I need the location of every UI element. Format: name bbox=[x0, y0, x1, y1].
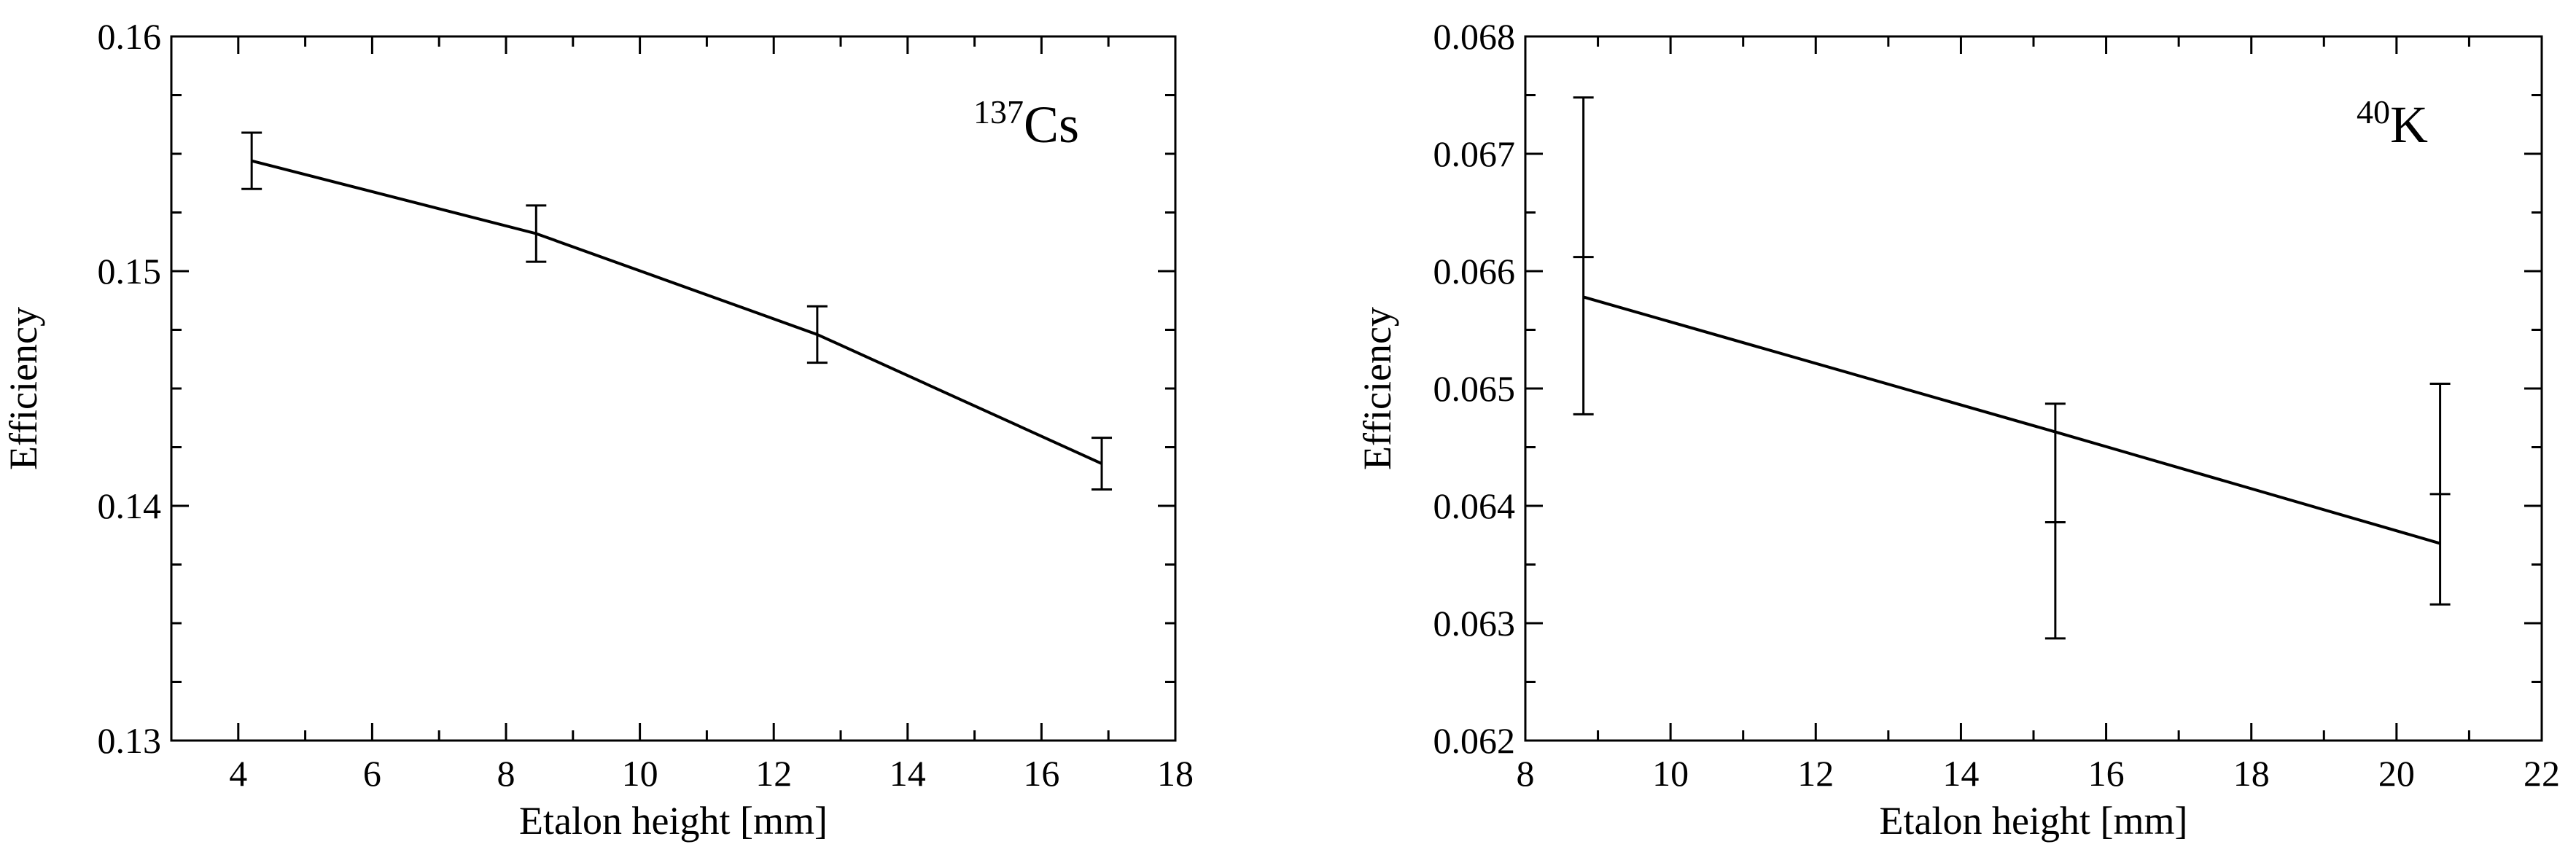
x-tick-label: 10 bbox=[1652, 753, 1689, 794]
x-tick-label: 10 bbox=[622, 753, 658, 794]
plot-frame bbox=[1524, 35, 2543, 742]
x-tick-label: 12 bbox=[1797, 753, 1834, 794]
x-tick-label: 8 bbox=[1517, 753, 1535, 794]
y-tick-label: 0.067 bbox=[1433, 133, 1516, 174]
xlabel: Etalon height [mm] bbox=[1880, 799, 2188, 843]
y-tick-label: 0.063 bbox=[1433, 603, 1516, 644]
y-tick-label: 0.14 bbox=[98, 485, 162, 526]
y-tick-label: 0.062 bbox=[1433, 720, 1516, 761]
y-tick-label: 0.068 bbox=[1433, 16, 1516, 57]
y-tick-label: 0.064 bbox=[1433, 485, 1516, 526]
x-tick-label: 16 bbox=[1023, 753, 1059, 794]
chart-marks: 8 10 12 14 16 18 20 22 0.062 0.063 0.064 0.065 0.066… bbox=[1433, 16, 2561, 794]
isotope-annotation: 137Cs bbox=[973, 93, 1079, 154]
chart-k40: 8 10 12 14 16 18 20 22 0.062 0.063 0.064 0.065 0.066… bbox=[1355, 16, 2560, 843]
mass-number: 40 bbox=[2357, 93, 2390, 130]
x-tick-label: 14 bbox=[890, 753, 926, 794]
series-line bbox=[1583, 295, 2441, 545]
x-tick-label: 18 bbox=[2233, 753, 2270, 794]
y-tick-label: 0.16 bbox=[98, 16, 162, 57]
x-tick-label: 12 bbox=[755, 753, 792, 794]
x-tick-label: 18 bbox=[1157, 753, 1194, 794]
isotope-annotation: 40K bbox=[2357, 93, 2428, 154]
y-tick-label: 0.13 bbox=[98, 720, 162, 761]
x-tick-label: 16 bbox=[2088, 753, 2125, 794]
x-tick-label: 4 bbox=[229, 753, 247, 794]
ylabel: Efficiency bbox=[1355, 307, 1399, 470]
ylabel: Efficiency bbox=[1, 307, 45, 470]
x-tick-label: 8 bbox=[497, 753, 515, 794]
y-tick-label: 0.065 bbox=[1433, 368, 1516, 409]
y-tick-label: 0.15 bbox=[98, 251, 162, 292]
x-tick-label: 6 bbox=[363, 753, 381, 794]
series-line bbox=[251, 159, 1102, 465]
element-symbol: K bbox=[2390, 95, 2428, 154]
x-tick-label: 22 bbox=[2524, 753, 2560, 794]
y-tick-label: 0.066 bbox=[1433, 251, 1516, 292]
chart-marks: 4 6 8 10 12 14 16 18 0.13 0.14 0.15 0.16 bbox=[98, 16, 1194, 794]
x-tick-label: 14 bbox=[1942, 753, 1979, 794]
element-symbol: Cs bbox=[1024, 95, 1079, 154]
chart-cs137: 4 6 8 10 12 14 16 18 0.13 0.14 0.15 0.16 Efficiency… bbox=[1, 16, 1194, 843]
xlabel: Etalon height [mm] bbox=[519, 799, 828, 843]
x-tick-label: 20 bbox=[2378, 753, 2415, 794]
mass-number: 137 bbox=[973, 93, 1024, 130]
